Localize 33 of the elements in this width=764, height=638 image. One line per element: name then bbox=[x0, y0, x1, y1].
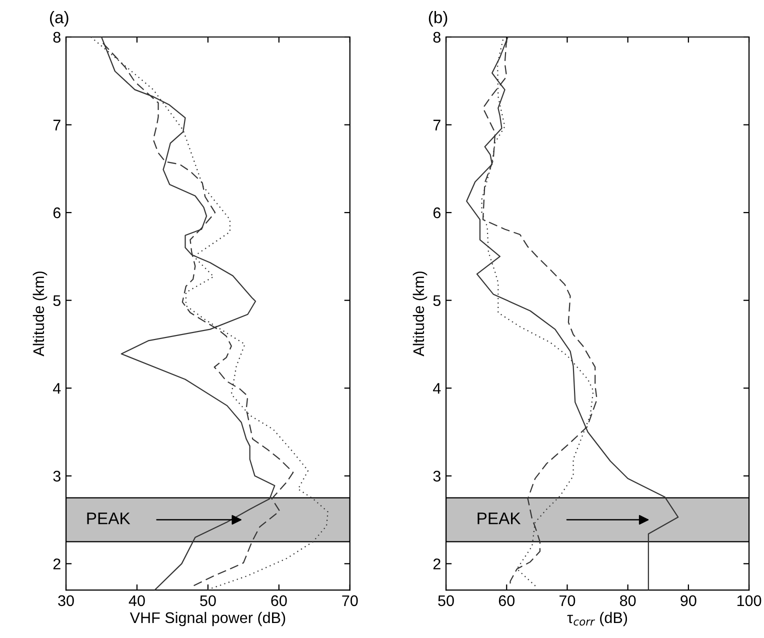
x-tick-label: 60 bbox=[271, 595, 287, 606]
y-tick-label: 5 bbox=[433, 295, 441, 306]
annotation: PEAK bbox=[87, 512, 130, 524]
y-tick-label: 6 bbox=[53, 207, 60, 218]
y-tick-label: 4 bbox=[53, 383, 61, 394]
x-tick-label: 100 bbox=[737, 595, 762, 606]
y-tick-label: 7 bbox=[433, 120, 440, 130]
y-tick-label: 3 bbox=[53, 470, 60, 482]
x-tick-label: 70 bbox=[342, 595, 358, 606]
y-tick-label: 8 bbox=[433, 32, 440, 43]
y-tick-label: 2 bbox=[53, 558, 60, 570]
x-tick-label: 50 bbox=[200, 595, 216, 606]
x-tick-label: 70 bbox=[560, 595, 576, 606]
x-tick-label: 50 bbox=[438, 595, 454, 606]
x-axis-title: τ$_{corr}$ (dB) bbox=[567, 612, 628, 626]
y-tick-label: 8 bbox=[53, 32, 60, 43]
y-tick-label: 6 bbox=[433, 207, 440, 218]
y-tick-label: 4 bbox=[433, 383, 441, 394]
x-tick-label: 80 bbox=[620, 595, 636, 606]
annotation: PEAK bbox=[478, 512, 521, 524]
y-axis-title: Altitude (km) bbox=[412, 272, 428, 356]
chart-title: (a) bbox=[50, 11, 68, 27]
x-tick-label: 90 bbox=[680, 595, 696, 606]
x-tick-label: 60 bbox=[498, 595, 515, 606]
x-axis-title: VHF Signal power (dB) bbox=[130, 612, 286, 626]
chart-title: (b) bbox=[428, 11, 448, 27]
y-tick-label: 5 bbox=[53, 295, 61, 306]
y-axis-title: Altitude (km) bbox=[32, 272, 48, 356]
x-tick-label: 40 bbox=[128, 595, 145, 606]
y-tick-label: 3 bbox=[433, 470, 440, 482]
y-tick-label: 2 bbox=[433, 558, 440, 570]
x-tick-label: 30 bbox=[58, 595, 74, 606]
y-tick-label: 7 bbox=[53, 120, 60, 130]
